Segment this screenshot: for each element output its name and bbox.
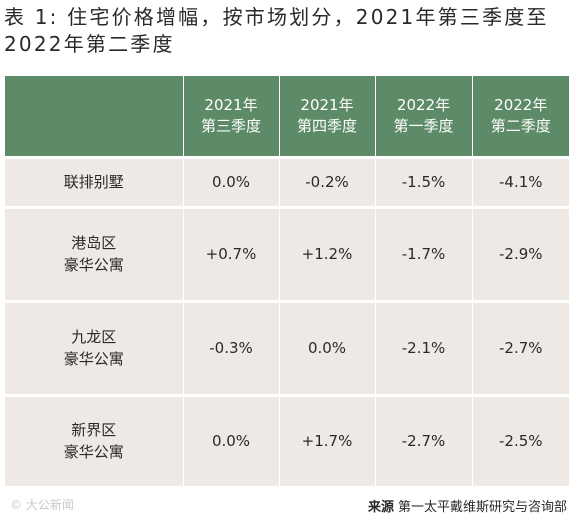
value-cell: -1.5% <box>374 156 472 208</box>
data-table: 2021年 第三季度 2021年 第四季度 2022年 第一季度 2022年 第二季度 … <box>5 76 569 486</box>
value-cell: +0.7% <box>182 205 279 302</box>
row-nt-luxury: 新界区 豪华公寓 0.0% +1.7% -2.7% -2.5% <box>5 393 569 486</box>
row-label-line: 豪华公寓 <box>63 350 124 369</box>
header-cell-2022q1: 2022年第一季度 <box>374 76 472 158</box>
value-cell: -2.1% <box>374 299 472 396</box>
value-cell: -2.5% <box>471 393 569 486</box>
row-label-line: 豪华公寓 <box>63 256 124 275</box>
table-title: 表 1: 住宅价格增幅，按市场划分，2021年第三季度至2022年第二季度 <box>4 5 549 56</box>
row-label: 新界区 豪华公寓 <box>5 393 183 486</box>
source-label: 来源 <box>367 500 394 515</box>
header-cell-empty <box>5 76 183 158</box>
value-cell: 0.0% <box>278 299 375 396</box>
header-line: 第四季度 <box>296 117 357 135</box>
value-cell: -2.9% <box>471 205 569 302</box>
row-label-line: 联排别墅 <box>63 173 124 192</box>
value-cell: -2.7% <box>374 393 472 486</box>
header-cell-2022q2: 2022年第二季度 <box>471 76 569 158</box>
row-kowloon-luxury: 九龙区 豪华公寓 -0.3% 0.0% -2.1% -2.7% <box>5 299 569 396</box>
price-change-table: 2021年 第三季度 2021年 第四季度 2022年 第一季度 2022年 第二季度 … <box>5 76 569 486</box>
row-label-line: 豪华公寓 <box>63 443 124 462</box>
header-line: 第一季度 <box>393 117 454 135</box>
value-cell: -4.1% <box>471 156 569 208</box>
row-label-line: 港岛区 <box>71 234 117 253</box>
header-cell-2021q3: 2021年第三季度 <box>182 76 279 158</box>
header-line: 第三季度 <box>200 117 261 135</box>
watermark: © 大公新闻 <box>10 498 74 512</box>
header-cell-2021q4: 2021年第四季度 <box>278 76 375 158</box>
header-line: 2021年 <box>204 96 258 114</box>
source-note: 来源 第一太平戴维斯研究与咨询部 <box>368 496 567 515</box>
header-line: 2021年 <box>300 96 354 114</box>
value-cell: -1.7% <box>374 205 472 302</box>
row-label: 九龙区 豪华公寓 <box>5 299 183 396</box>
row-label-line: 九龙区 <box>71 328 117 347</box>
value-cell: -2.7% <box>471 299 569 396</box>
value-cell: +1.2% <box>278 205 375 302</box>
row-label: 联排别墅 <box>5 156 183 208</box>
header-line: 2022年 <box>396 96 451 114</box>
value-cell: 0.0% <box>182 156 279 208</box>
row-label-line: 新界区 <box>71 421 117 440</box>
row-label: 港岛区 豪华公寓 <box>5 205 183 302</box>
row-townhouse: 联排别墅 0.0% -0.2% -1.5% -4.1% <box>5 156 569 208</box>
value-cell: 0.0% <box>182 393 279 486</box>
header-line: 第二季度 <box>490 117 551 135</box>
header-row: 2021年第三季度 2021年第四季度 2022年第一季度 2022年第二季度 <box>5 76 569 158</box>
header-line: 2022年 <box>494 96 548 114</box>
value-cell: -0.3% <box>182 299 279 396</box>
value-cell: -0.2% <box>278 156 375 208</box>
value-cell: +1.7% <box>278 393 375 486</box>
row-hk-island-luxury: 港岛区 豪华公寓 +0.7% +1.2% -1.7% -2.9% <box>5 205 569 302</box>
source-text: 第一太平戴维斯研究与咨询部 <box>397 500 567 515</box>
